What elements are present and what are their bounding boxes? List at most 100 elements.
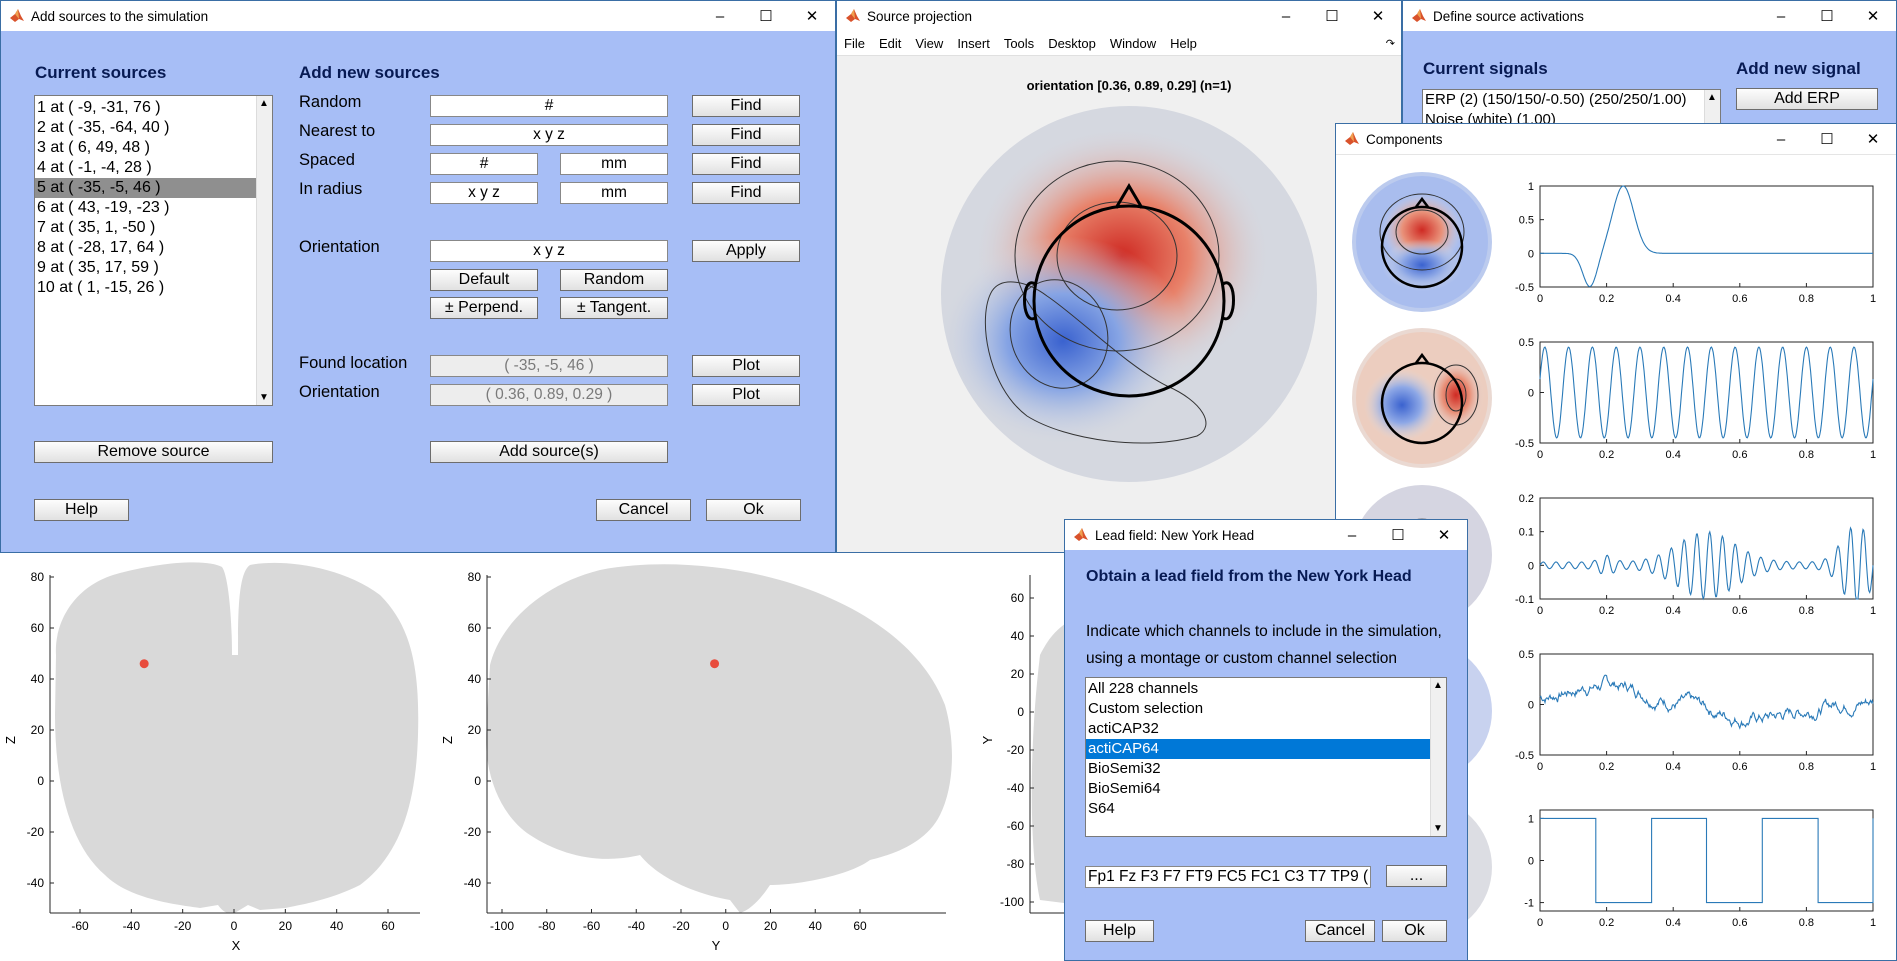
source-list-item[interactable]: 8 at ( -28, 17, 64 ) (37, 239, 165, 256)
sources-scrollbar[interactable]: ▲ ▼ (256, 96, 272, 405)
maximize-icon[interactable]: ☐ (1391, 527, 1405, 544)
menu-help[interactable]: Help (1170, 35, 1197, 51)
minimize-icon[interactable]: – (1281, 7, 1291, 25)
y-tick-label: 1 (1528, 181, 1534, 193)
scroll-up-icon[interactable]: ▲ (1707, 92, 1717, 103)
source-list-item[interactable]: 6 at ( 43, -19, -23 ) (37, 199, 170, 216)
minimize-icon[interactable]: – (1776, 7, 1786, 25)
source-list-item[interactable]: 5 at ( -35, -5, 46 ) (35, 178, 272, 198)
matlab-logo-icon (10, 9, 24, 22)
menu-edit[interactable]: Edit (878, 35, 902, 51)
matlab-logo-icon (1412, 9, 1426, 22)
find-nearest-button[interactable]: Find (692, 124, 800, 146)
plot-location-button[interactable]: Plot (692, 355, 800, 377)
add-sources-titlebar[interactable]: Add sources to the simulation – ☐ ✕ (1, 1, 835, 31)
find-radius-button[interactable]: Find (692, 182, 800, 204)
add-sources-button[interactable]: Add source(s) (430, 441, 668, 463)
scroll-up-icon[interactable]: ▲ (259, 98, 269, 109)
close-icon[interactable]: ✕ (1371, 8, 1385, 25)
nearest-xyz-field[interactable]: x y z (430, 124, 668, 146)
maximize-icon[interactable]: ☐ (1820, 131, 1834, 148)
menu-desktop[interactable]: Desktop (1048, 35, 1096, 51)
random-orientation-button[interactable]: Random (560, 269, 668, 291)
montage-scrollbar[interactable]: ▲ ▼ (1430, 678, 1446, 836)
maximize-icon[interactable]: ☐ (1325, 8, 1339, 25)
cancel-button[interactable]: Cancel (1305, 920, 1375, 942)
find-spaced-button[interactable]: Find (692, 153, 800, 175)
scroll-up-icon[interactable]: ▲ (1433, 680, 1443, 691)
menu-file[interactable]: File (844, 35, 865, 51)
source-list-item[interactable]: 7 at ( 35, 1, -50 ) (37, 219, 156, 236)
left-ear-icon (1023, 281, 1036, 321)
montage-list[interactable]: All 228 channels Custom selection actiCAP3… (1085, 677, 1447, 837)
ok-button[interactable]: Ok (1382, 920, 1447, 942)
spaced-label: Spaced (299, 151, 355, 169)
default-orientation-button[interactable]: Default (430, 269, 538, 291)
source-list-item[interactable]: 10 at ( 1, -15, 26 ) (37, 279, 165, 296)
menu-tools[interactable]: Tools (1003, 35, 1035, 51)
x-tick-label: 0 (1537, 761, 1543, 773)
define-activations-titlebar[interactable]: Define source activations – ☐ ✕ (1403, 1, 1896, 31)
montage-option[interactable]: actiCAP64 (1086, 739, 1446, 759)
montage-option[interactable]: actiCAP32 (1088, 720, 1159, 737)
source-list-item[interactable]: 2 at ( -35, -64, 40 ) (37, 119, 170, 136)
source-list-item[interactable]: 1 at ( -9, -31, 76 ) (37, 99, 161, 116)
browse-channels-button[interactable]: ... (1386, 865, 1447, 887)
perpendicular-button[interactable]: ± Perpend. (430, 297, 538, 319)
close-icon[interactable]: ✕ (1437, 527, 1451, 544)
find-random-button[interactable]: Find (692, 95, 800, 117)
maximize-icon[interactable]: ☐ (1820, 8, 1834, 25)
ok-button[interactable]: Ok (706, 499, 801, 521)
close-icon[interactable]: ✕ (1866, 8, 1880, 25)
channel-selection-field[interactable]: Fp1 Fz F3 F7 FT9 FC5 FC1 C3 T7 TP9 ( (1085, 866, 1371, 888)
help-button[interactable]: Help (1085, 920, 1154, 942)
dock-icon[interactable]: ↷ (1385, 37, 1395, 50)
montage-option[interactable]: S64 (1088, 800, 1115, 817)
source-list-item[interactable]: 3 at ( 6, 49, 48 ) (37, 139, 150, 156)
maximize-icon[interactable]: ☐ (759, 8, 773, 25)
add-erp-button[interactable]: Add ERP (1736, 88, 1878, 110)
montage-option[interactable]: Custom selection (1088, 700, 1204, 717)
remove-source-button[interactable]: Remove source (34, 441, 273, 463)
radius-mm-field[interactable]: mm (560, 182, 668, 204)
spaced-mm-field[interactable]: mm (560, 153, 668, 175)
apply-orientation-button[interactable]: Apply (692, 240, 800, 262)
help-button[interactable]: Help (34, 499, 129, 521)
source-list-item[interactable]: 9 at ( 35, 17, 59 ) (37, 259, 159, 276)
window-title: Define source activations (1433, 8, 1584, 24)
minimize-icon[interactable]: – (715, 7, 725, 25)
scroll-down-icon[interactable]: ▼ (1433, 823, 1443, 834)
menu-insert[interactable]: Insert (957, 35, 990, 51)
x-tick-label: -60 (71, 919, 89, 933)
minimize-icon[interactable]: – (1347, 526, 1357, 544)
montage-option[interactable]: BioSemi64 (1088, 780, 1161, 797)
x-tick-label: 1 (1870, 293, 1876, 305)
signals-scrollbar[interactable]: ▲ (1704, 90, 1720, 129)
spaced-count-field[interactable]: # (430, 153, 538, 175)
source-list-item[interactable]: 4 at ( -1, -4, 28 ) (37, 159, 152, 176)
plot-orientation-button[interactable]: Plot (692, 384, 800, 406)
orientation-field[interactable]: x y z (430, 240, 668, 262)
montage-option[interactable]: All 228 channels (1088, 680, 1199, 697)
scroll-down-icon[interactable]: ▼ (259, 392, 269, 403)
menu-window[interactable]: Window (1109, 35, 1157, 51)
close-icon[interactable]: ✕ (1866, 131, 1880, 148)
signal-plot-1: 10.50-0.50 0.2 0.4 0.6 0.8 1 (1515, 181, 1876, 305)
radius-xyz-field[interactable]: x y z (430, 182, 538, 204)
random-count-field[interactable]: # (430, 95, 668, 117)
signal-line (1540, 817, 1874, 904)
source-projection-titlebar[interactable]: Source projection – ☐ ✕ (837, 1, 1401, 31)
minimize-icon[interactable]: – (1776, 130, 1786, 148)
radius-label: In radius (299, 180, 363, 198)
montage-option[interactable]: BioSemi32 (1088, 760, 1161, 777)
menu-view[interactable]: View (915, 35, 944, 51)
components-titlebar[interactable]: Components – ☐ ✕ (1336, 124, 1896, 155)
tangential-button[interactable]: ± Tangent. (560, 297, 668, 319)
signals-list[interactable]: ERP (2) (150/150/-0.50) (250/250/1.00) N… (1422, 89, 1721, 129)
close-icon[interactable]: ✕ (805, 8, 819, 25)
lead-field-titlebar[interactable]: Lead field: New York Head – ☐ ✕ (1065, 520, 1467, 550)
signal-plot-frame (1539, 185, 1874, 288)
sources-list[interactable]: 1 at ( -9, -31, 76 ) 2 at ( -35, -64, 40 … (34, 95, 273, 406)
signal-item[interactable]: ERP (2) (150/150/-0.50) (250/250/1.00) (1425, 91, 1687, 108)
cancel-button[interactable]: Cancel (596, 499, 691, 521)
